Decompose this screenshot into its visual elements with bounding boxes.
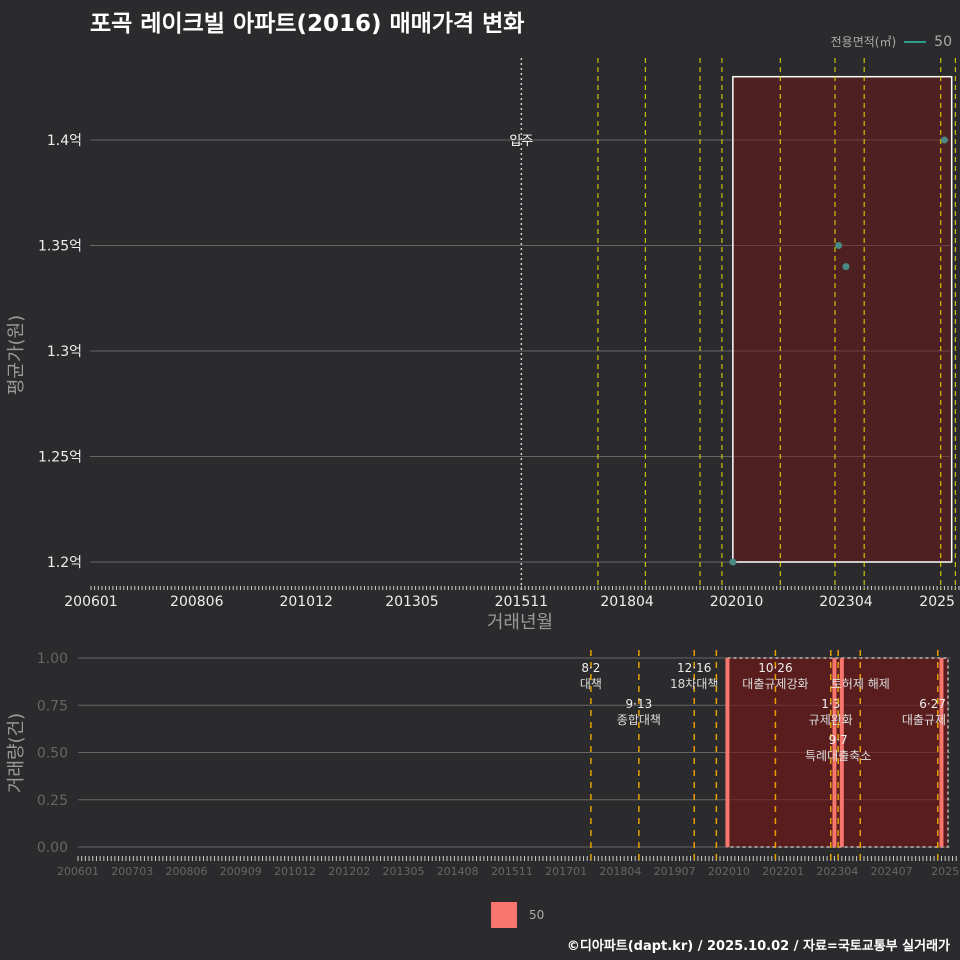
- data-point: [842, 263, 850, 271]
- policy-name: 규제완화: [809, 713, 853, 727]
- y-tick-label: 1.4억: [47, 133, 82, 149]
- x-tick-label: 200909: [220, 865, 262, 878]
- y-tick-label: 1.35억: [38, 239, 82, 255]
- y-tick-label: 0.00: [37, 840, 68, 856]
- y-tick-label: 1.00: [37, 651, 68, 667]
- highlight-box: [732, 75, 953, 563]
- x-tick-label: 201012: [274, 865, 316, 878]
- legend-bottom: 50: [491, 902, 544, 928]
- y-tick-label: 0.75: [37, 698, 68, 714]
- x-tick-label: 201511: [491, 865, 533, 878]
- x-tick-label: 201408: [437, 865, 479, 878]
- policy-date: 8·2: [581, 661, 600, 675]
- x-tick-label: 202304: [816, 865, 858, 878]
- x-tick-label: 202304: [819, 594, 873, 610]
- x-tick-label: 201804: [600, 594, 654, 610]
- movein-label: 입주: [509, 134, 533, 149]
- x-axis-title: 거래년월: [487, 612, 553, 633]
- policy-date: 1·3: [821, 697, 840, 711]
- data-point: [835, 242, 843, 249]
- y-tick-label: 1.25억: [38, 450, 82, 466]
- legend-bottom-label: 50: [529, 908, 545, 922]
- x-tick-label: 2025: [919, 594, 955, 610]
- policy-name: 종합대책: [617, 712, 661, 727]
- x-tick-label: 202407: [871, 865, 913, 878]
- x-tick-label: 200703: [111, 865, 153, 878]
- policy-date: 9·13: [626, 697, 653, 711]
- data-point: [940, 136, 948, 144]
- legend-top-label: 50: [934, 33, 952, 50]
- volume-bar: [839, 658, 844, 847]
- x-tick-label: 201701: [545, 865, 587, 878]
- x-tick-label: 200806: [165, 865, 207, 878]
- x-tick-label: 201804: [599, 865, 641, 878]
- x-tick-label: 201907: [654, 865, 696, 878]
- policy-name: 대출규제강화: [742, 677, 808, 691]
- policy-name: 18차대책: [670, 676, 718, 691]
- y-tick-label: 0.50: [37, 746, 68, 762]
- y-tick-label: 0.25: [37, 793, 68, 809]
- policy-name: 토허제 해제: [831, 677, 890, 691]
- x-tick-label: 202010: [710, 594, 763, 610]
- legend-top-title: 전용면적(㎡): [830, 35, 897, 49]
- legend-top: 전용면적(㎡) 50: [831, 33, 952, 50]
- y-axis-title: 거래량(건): [6, 713, 27, 793]
- x-tick-label: 2025: [931, 865, 959, 878]
- volume-bar: [832, 658, 837, 847]
- policy-name: 대출규제: [902, 713, 946, 727]
- y-axis-title: 평균가(원): [6, 315, 27, 395]
- x-tick-label: 201305: [382, 865, 424, 878]
- x-tick-label: 200601: [64, 594, 117, 610]
- legend-swatch-icon: [491, 902, 517, 928]
- x-tick-label: 202201: [762, 865, 804, 878]
- y-tick-label: 1.3억: [47, 344, 82, 360]
- policy-name: 대책: [580, 676, 602, 691]
- footer: ©디아파트(dapt.kr) / 2025.10.02 / 자료=국토교통부 실…: [566, 939, 950, 954]
- policy-date: 9·7: [829, 733, 848, 747]
- x-tick-label: 201012: [279, 594, 332, 610]
- x-tick-label: 202010: [708, 865, 750, 878]
- policy-date: 10·26: [758, 661, 792, 675]
- data-point: [729, 558, 737, 566]
- legend-line-icon: [904, 40, 927, 43]
- policy-date: 12·16: [677, 661, 711, 675]
- volume-bar: [725, 658, 730, 847]
- chart-title: 포곡 레이크빌 아파트(2016) 매매가격 변화: [90, 11, 525, 37]
- x-tick-label: 201202: [328, 865, 370, 878]
- x-tick-label: 200601: [57, 865, 99, 878]
- y-tick-label: 1.2억: [47, 555, 82, 571]
- policy-name: 특례대출축소: [805, 749, 871, 763]
- x-tick-label: 201511: [495, 594, 548, 610]
- x-tick-label: 200806: [170, 594, 224, 610]
- volume-bar: [939, 658, 944, 847]
- policy-date: 6·27: [919, 697, 946, 711]
- x-tick-label: 201305: [385, 594, 438, 610]
